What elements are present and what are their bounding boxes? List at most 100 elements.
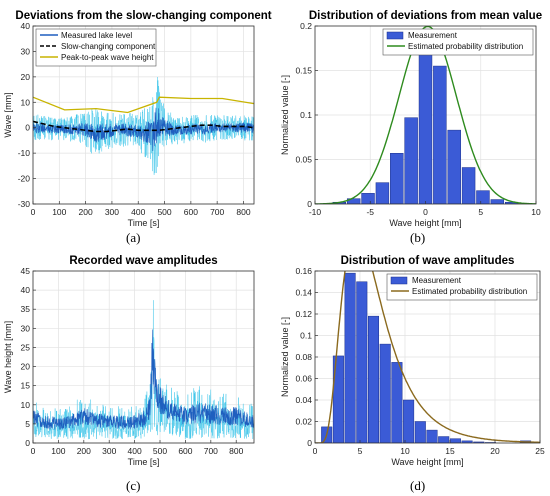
y-tick-label: -10 <box>18 148 31 158</box>
x-tick-label: 10 <box>400 446 410 456</box>
histogram-bar <box>447 129 461 204</box>
y-tick-label: 0.08 <box>295 352 312 362</box>
x-tick-label: 0 <box>423 207 428 217</box>
legend-label: Slow-changing component <box>61 42 156 51</box>
y-tick-label: 0 <box>307 199 312 209</box>
x-tick-label: 0 <box>31 207 36 217</box>
x-tick-label: 600 <box>184 207 198 217</box>
histogram-bar <box>418 54 433 204</box>
y-axis-label: Wave [mm] <box>3 92 13 137</box>
x-tick-label: 300 <box>105 207 119 217</box>
histogram-bar <box>356 281 368 443</box>
histogram-bar <box>390 153 404 204</box>
y-axis-label: Normalized value [-] <box>280 75 290 155</box>
x-tick-label: 0 <box>313 446 318 456</box>
x-tick-label: 5 <box>358 446 363 456</box>
panel-label-a: (a) <box>126 230 141 245</box>
legend-label: Measured lake level <box>61 31 132 40</box>
histogram-bar <box>490 199 505 204</box>
histogram-bar <box>379 343 391 443</box>
fit-curve <box>315 26 536 204</box>
y-tick-label: 25 <box>21 342 31 352</box>
x-tick-label: 800 <box>236 207 250 217</box>
series-line <box>33 96 254 114</box>
y-tick-label: 40 <box>21 285 31 295</box>
histogram-bar <box>367 315 380 443</box>
x-tick-label: 500 <box>153 446 167 456</box>
panel-label-c: (c) <box>126 478 141 493</box>
chart-a: Deviations from the slow-changing compon… <box>3 10 272 228</box>
histogram-bar <box>426 429 438 443</box>
histogram-bar <box>346 198 361 204</box>
y-tick-label: 10 <box>21 97 31 107</box>
x-tick-label: 300 <box>102 446 116 456</box>
histogram-bar <box>344 272 356 443</box>
chart-title: Recorded wave amplitudes <box>69 255 217 267</box>
x-tick-label: 10 <box>531 207 541 217</box>
legend-label: Measurement <box>412 276 462 285</box>
legend-label: Peak-to-peak wave height <box>61 53 154 62</box>
x-tick-label: 400 <box>128 446 142 456</box>
legend-box <box>386 273 538 301</box>
x-tick-label: 200 <box>79 207 93 217</box>
axes-frame <box>32 270 255 444</box>
chart-title: Distribution of deviations from mean val… <box>309 10 542 22</box>
histogram-bar <box>414 421 426 443</box>
legend-label: Estimated probability distribution <box>412 287 527 296</box>
x-tick-label: 100 <box>52 207 66 217</box>
histogram-bar <box>461 167 476 204</box>
y-tick-label: 0.06 <box>295 374 312 384</box>
y-tick-label: 0.16 <box>295 266 312 276</box>
chart-b: Distribution of deviations from mean val… <box>280 10 542 228</box>
histogram-bar <box>449 438 461 443</box>
x-axis-label: Wave height [mm] <box>389 218 461 228</box>
y-tick-label: 0 <box>25 438 30 448</box>
x-tick-label: 15 <box>445 446 455 456</box>
legend: Measurement Estimated probability distrib… <box>386 273 538 301</box>
legend: Measurement Estimated probability distrib… <box>382 28 534 56</box>
histogram-bar <box>438 436 450 443</box>
histogram-bar <box>391 362 403 443</box>
x-axis-label: Wave height [mm] <box>391 457 463 467</box>
panel-label-d: (d) <box>410 478 426 493</box>
y-tick-label: 20 <box>21 362 31 372</box>
y-tick-label: 0.05 <box>295 155 312 165</box>
x-tick-label: -10 <box>309 207 322 217</box>
x-tick-label: -5 <box>366 207 374 217</box>
x-axis-label: Time [s] <box>128 457 160 467</box>
x-axis-label: Time [s] <box>128 218 160 228</box>
histogram-bar <box>461 440 473 443</box>
histogram-bar <box>433 65 447 204</box>
x-tick-label: 600 <box>178 446 192 456</box>
signal-trace <box>33 329 254 430</box>
legend: Measured lake level Slow-changing compone… <box>35 28 157 67</box>
x-tick-label: 500 <box>157 207 171 217</box>
histogram-bar <box>375 182 390 204</box>
x-tick-label: 400 <box>131 207 145 217</box>
x-tick-label: 20 <box>490 446 500 456</box>
y-tick-label: 10 <box>21 400 31 410</box>
x-tick-label: 200 <box>77 446 91 456</box>
y-tick-label: 45 <box>21 266 31 276</box>
x-tick-label: 100 <box>51 446 65 456</box>
y-tick-label: 0.14 <box>295 288 312 298</box>
histogram-bar <box>403 399 415 443</box>
y-tick-label: 20 <box>21 72 31 82</box>
chart-title: Distribution of wave amplitudes <box>341 255 515 267</box>
legend-label: Measurement <box>408 31 458 40</box>
y-tick-label: 5 <box>25 419 30 429</box>
legend-label: Estimated probability distribution <box>408 42 523 51</box>
y-tick-label: -20 <box>18 174 31 184</box>
y-tick-label: 0.04 <box>295 395 312 405</box>
legend-swatch <box>386 31 404 40</box>
histogram-bar <box>404 117 418 204</box>
signal-trace-light <box>33 300 254 440</box>
y-tick-label: 0.12 <box>295 309 312 319</box>
x-tick-label: 800 <box>229 446 243 456</box>
y-tick-label: -30 <box>18 199 31 209</box>
chart-title: Deviations from the slow-changing compon… <box>15 10 271 22</box>
y-tick-label: 0 <box>25 123 30 133</box>
x-tick-label: 0 <box>31 446 36 456</box>
